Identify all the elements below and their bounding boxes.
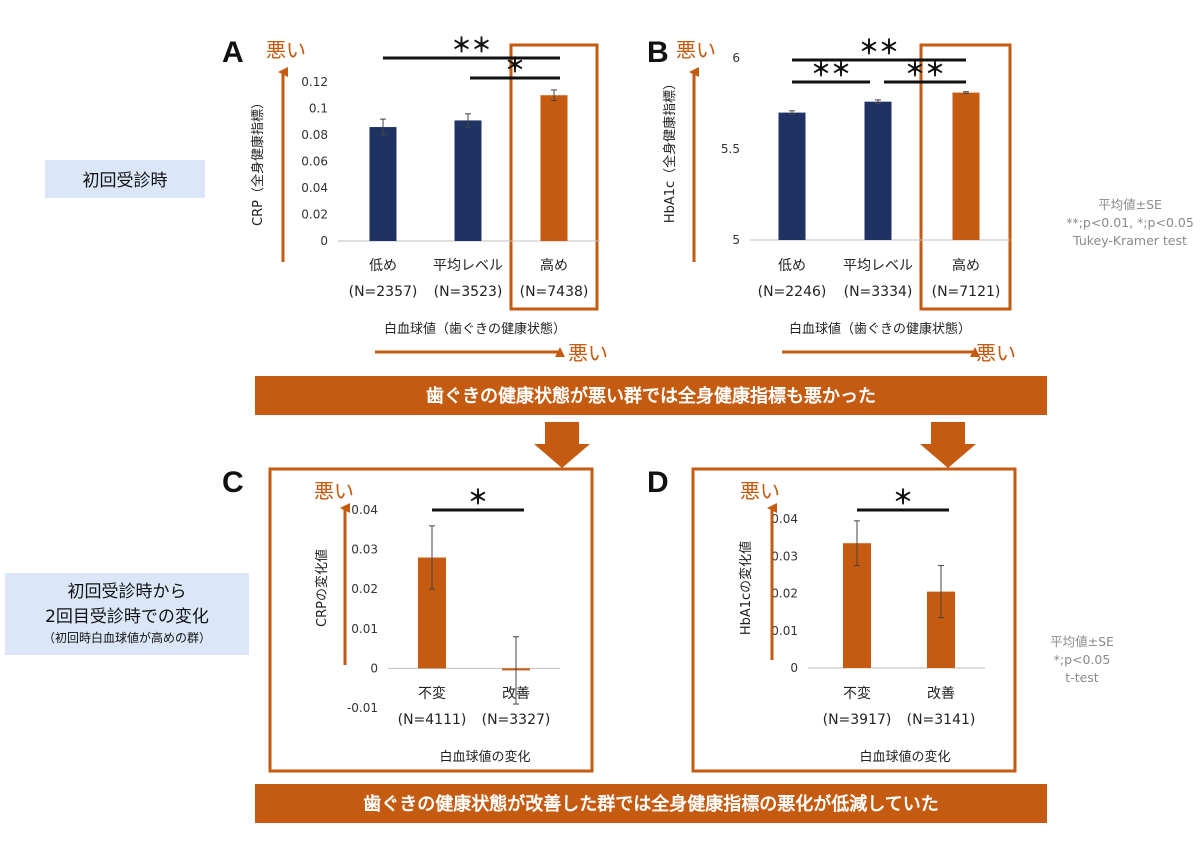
banner-1 [255, 376, 1047, 415]
panel-a-ytick-label: 0.12 [301, 75, 328, 89]
panel-d-n-label: (N=3917) [823, 712, 892, 728]
panel-a-bar [369, 127, 397, 241]
panel-box-d [691, 467, 1017, 773]
panel-a-ytick-label: 0 [320, 234, 328, 248]
panel-b-significance-label: ＊＊ [811, 57, 851, 81]
change-label-line3: （初回時白血球値が高めの群） [43, 630, 211, 645]
highlight-box-a [509, 43, 599, 311]
panel-a-ytick-label: 0.02 [301, 208, 328, 222]
panel-a-ytick-label: 0.04 [301, 181, 328, 195]
panel-d-category-label: 改善 [927, 686, 955, 702]
panel-a-ytick-label: 0.1 [309, 102, 328, 116]
panel-a-bar [540, 95, 568, 241]
panel-c-ytick-label: 0.04 [351, 503, 378, 517]
stat-note-top-1: 平均値±SE [1098, 197, 1162, 212]
panel-c-category-label: 改善 [502, 686, 530, 702]
stat-note-bottom-2: *;p<0.05 [1054, 652, 1111, 667]
panel-d-ytick-label: 0 [790, 661, 798, 675]
panel-b-x-worse-label: 悪い [976, 341, 1016, 365]
panel-a-worse-label: 悪い [266, 38, 306, 62]
stat-note-bottom-1: 平均値±SE [1050, 634, 1114, 649]
panel-d-xlabel: 白血球値の変化 [859, 749, 950, 765]
panel-b-category-label: 平均レベル [843, 258, 913, 274]
stat-note-top-3: Tukey-Kramer test [1072, 233, 1187, 248]
panel-a-ytick-label: 0.08 [301, 128, 328, 142]
panel-a-category-label: 低め [369, 258, 397, 274]
panel-letter-a: A [222, 36, 244, 69]
panel-c-category-label: 不変 [418, 685, 446, 702]
panel-b-significance-label: ＊＊ [859, 35, 899, 59]
panel-a-ytick-label: 0.06 [301, 155, 328, 169]
down-arrow-left [534, 422, 590, 468]
panel-b-ylabel: HbA1c（全身健康指標） [662, 77, 678, 223]
panel-d-ytick-label: 0.04 [771, 512, 798, 526]
down-arrow-right [920, 422, 976, 468]
banner-1-text: 歯ぐきの健康状態が悪い群では全身健康指標も悪かった [426, 385, 876, 407]
panel-d-ytick-label: 0.03 [771, 549, 798, 563]
panel-box-c [268, 467, 594, 773]
panel-c-ytick-label: 0.02 [351, 582, 378, 596]
panel-d-category-label: 不変 [843, 685, 871, 702]
panel-b-bar [778, 112, 806, 240]
panel-b-category-label: 低め [778, 258, 806, 274]
panel-c-xlabel: 白血球値の変化 [439, 749, 530, 765]
panel-c-n-label: (N=3327) [482, 712, 551, 728]
panel-a-significance-label: ＊＊ [452, 33, 492, 57]
panel-a-n-label: (N=2357) [349, 284, 418, 300]
panel-d-ytick-label: 0.01 [771, 624, 798, 638]
panel-b-bar [864, 101, 892, 241]
highlight-box-b [919, 43, 1012, 311]
panel-b-worse-label: 悪い [676, 38, 716, 62]
change-label-line2: 2回目受診時での変化 [45, 607, 209, 627]
panel-d-n-label: (N=3141) [907, 712, 976, 728]
panel-a-x-worse-label: 悪い [568, 341, 608, 365]
panel-b-n-label: (N=7121) [932, 284, 1001, 300]
panel-d-worse-label: 悪い [740, 479, 780, 503]
banner-2-text: 歯ぐきの健康状態が改善した群では全身健康指標の悪化が低減していた [363, 793, 938, 815]
first-visit-label: 初回受診時 [83, 171, 168, 191]
panel-b-ytick-label: 5.5 [721, 142, 740, 156]
panel-a-category-label: 平均レベル [433, 258, 503, 274]
panel-a-n-label: (N=3523) [434, 284, 503, 300]
panel-b-category-label: 高め [952, 257, 980, 274]
panel-b-significance-label: ＊＊ [905, 57, 945, 81]
panel-b-ytick-label: 6 [732, 51, 740, 65]
panel-a-ylabel: CRP（全身健康指標） [250, 96, 266, 226]
stat-note-top-2: **;p<0.01, *;p<0.05 [1066, 215, 1194, 230]
panel-d-ytick-label: 0.02 [771, 587, 798, 601]
panel-letter-c: C [222, 466, 244, 499]
panel-a-n-label: (N=7438) [520, 284, 589, 300]
panel-d-significance-label: ＊ [893, 485, 913, 509]
panel-a-bar [454, 120, 482, 241]
change-box [5, 573, 249, 655]
panel-letter-d: D [647, 466, 669, 499]
panel-b-n-label: (N=2246) [758, 284, 827, 300]
panel-c-ytick-label: -0.01 [347, 701, 378, 715]
panel-c-significance-label: ＊ [468, 485, 488, 509]
panel-c-worse-label: 悪い [314, 479, 354, 503]
panel-c-ytick-label: 0.03 [351, 543, 378, 557]
panel-c-ytick-label: 0.01 [351, 622, 378, 636]
charts-layer: 0 0.02 0.04 0.06 0.08 0.1 0.12 低め (N=2357) 平均レベル (… [250, 33, 1016, 765]
panel-c-ylabel: CRPの変化値 [314, 549, 330, 627]
panel-c-n-label: (N=4111) [398, 712, 467, 728]
change-label-line1: 初回受診時から [68, 582, 187, 602]
panel-d-ylabel: HbA1cの変化値 [738, 541, 754, 635]
panel-a-xlabel: 白血球値（歯ぐきの健康状態） [384, 321, 566, 337]
first-visit-box [45, 160, 205, 198]
panel-a-category-label: 高め [540, 257, 568, 274]
panel-a-significance-label: ＊ [505, 53, 525, 77]
panel-b-xlabel: 白血球値（歯ぐきの健康状態） [789, 321, 971, 337]
panel-letter-b: B [647, 36, 669, 69]
panel-b-bar [952, 92, 980, 240]
stat-note-bottom-3: t-test [1065, 670, 1099, 685]
panel-c-ytick-label: 0 [370, 661, 378, 675]
panel-b-ytick-label: 5 [732, 233, 740, 247]
panel-b-n-label: (N=3334) [844, 284, 913, 300]
banner-2 [255, 784, 1047, 823]
